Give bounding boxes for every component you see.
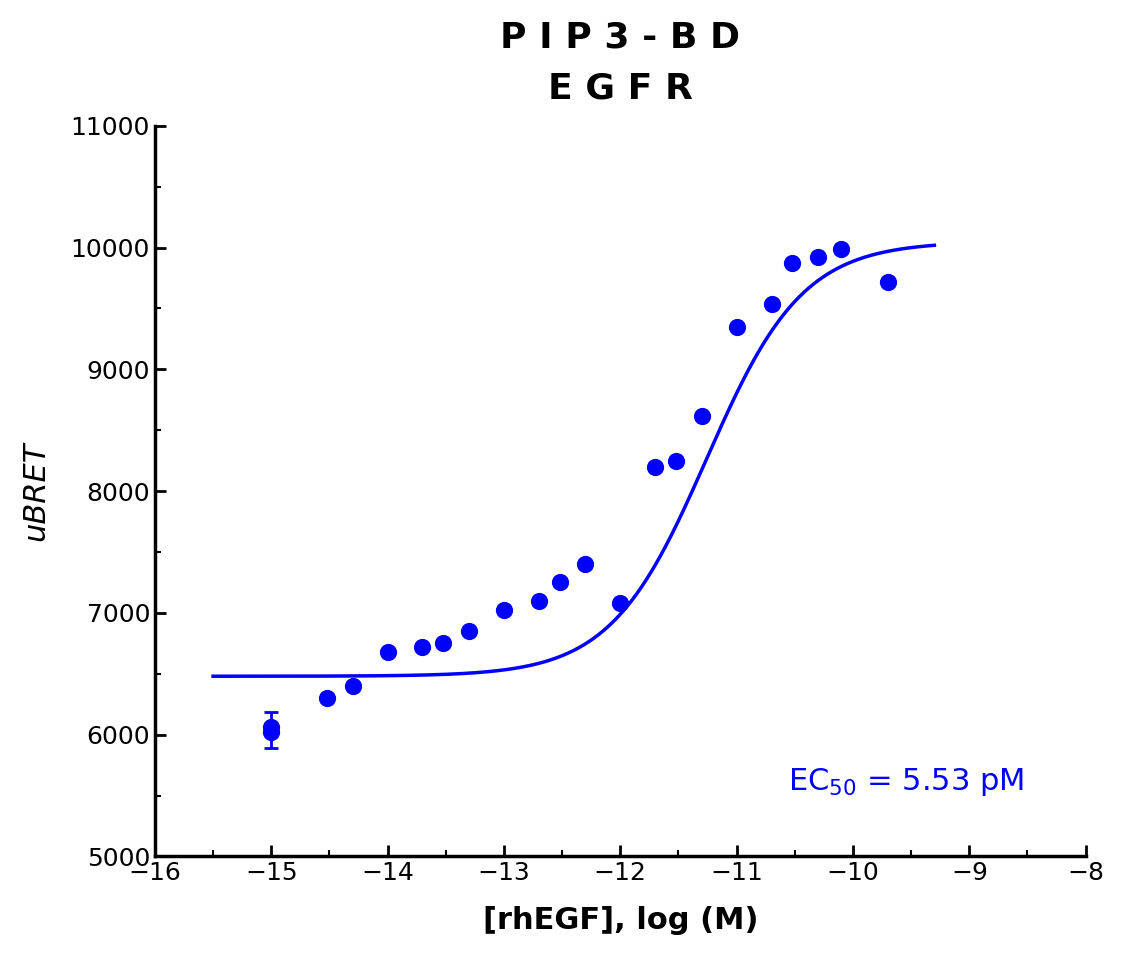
Point: [318, 690, 336, 706]
Point: [414, 640, 432, 655]
Point: [434, 636, 452, 651]
Point: [460, 623, 478, 639]
Point: [646, 459, 664, 474]
Point: [262, 720, 280, 735]
Point: [576, 556, 594, 572]
Point: [379, 644, 397, 660]
Point: [763, 296, 781, 312]
Point: [667, 453, 685, 468]
Point: [809, 250, 827, 265]
Point: [879, 274, 897, 290]
Point: [783, 256, 801, 272]
Point: [262, 725, 280, 740]
Point: [530, 593, 548, 608]
Point: [728, 319, 746, 335]
Y-axis label: uBRET: uBRET: [21, 442, 50, 541]
Title: P I P 3 - B D
E G F R: P I P 3 - B D E G F R: [501, 21, 740, 105]
Point: [611, 596, 629, 611]
Point: [495, 603, 513, 619]
Point: [832, 241, 850, 256]
Point: [344, 679, 362, 694]
Text: EC$_{50}$ = 5.53 pM: EC$_{50}$ = 5.53 pM: [788, 766, 1024, 798]
Point: [693, 408, 711, 424]
X-axis label: [rhEGF], log (M): [rhEGF], log (M): [483, 906, 758, 935]
Point: [551, 575, 569, 590]
